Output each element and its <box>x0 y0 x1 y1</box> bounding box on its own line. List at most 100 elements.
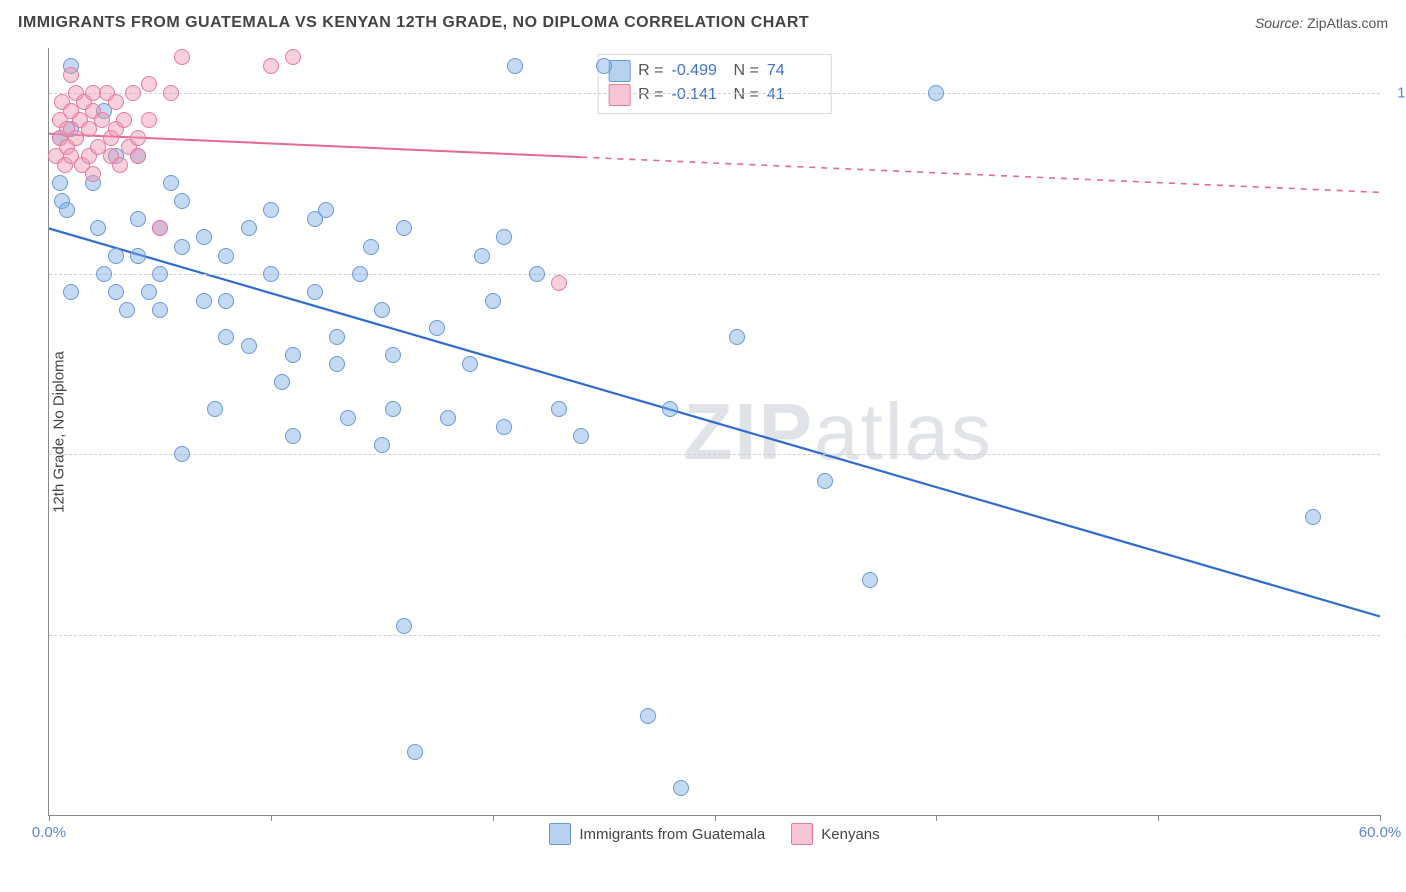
scatter-point-guatemala <box>318 202 334 218</box>
scatter-point-guatemala <box>374 302 390 318</box>
x-tick-label: 60.0% <box>1359 824 1402 841</box>
scatter-point-guatemala <box>108 248 124 264</box>
scatter-point-guatemala <box>363 239 379 255</box>
scatter-point-guatemala <box>59 202 75 218</box>
scatter-point-guatemala <box>90 220 106 236</box>
scatter-point-guatemala <box>640 708 656 724</box>
scatter-point-guatemala <box>928 85 944 101</box>
gridline <box>49 274 1380 275</box>
watermark-bold: ZIP <box>684 387 814 476</box>
legend-label: Kenyans <box>821 826 879 843</box>
stat-n-label: N = <box>734 59 759 83</box>
scatter-point-kenyans <box>551 275 567 291</box>
scatter-point-guatemala <box>529 266 545 282</box>
y-tick-label: 100.0% <box>1388 85 1406 102</box>
scatter-point-guatemala <box>385 347 401 363</box>
scatter-point-kenyans <box>174 49 190 65</box>
scatter-point-guatemala <box>662 401 678 417</box>
scatter-point-kenyans <box>130 130 146 146</box>
scatter-point-guatemala <box>152 266 168 282</box>
scatter-point-guatemala <box>96 266 112 282</box>
scatter-point-guatemala <box>407 744 423 760</box>
scatter-point-guatemala <box>329 329 345 345</box>
scatter-point-guatemala <box>374 437 390 453</box>
stat-r-label: R = <box>638 83 663 107</box>
watermark: ZIPatlas <box>684 386 993 478</box>
scatter-point-guatemala <box>352 266 368 282</box>
scatter-point-kenyans <box>125 85 141 101</box>
scatter-point-guatemala <box>429 320 445 336</box>
swatch-blue <box>549 823 571 845</box>
stats-row-kenyans: R = -0.141 N = 41 <box>608 83 821 107</box>
x-tick <box>1380 815 1381 821</box>
scatter-point-guatemala <box>218 248 234 264</box>
scatter-point-guatemala <box>152 302 168 318</box>
scatter-point-guatemala <box>1305 509 1321 525</box>
scatter-point-guatemala <box>385 401 401 417</box>
scatter-point-guatemala <box>496 419 512 435</box>
scatter-point-kenyans <box>285 49 301 65</box>
scatter-point-guatemala <box>862 572 878 588</box>
swatch-pink <box>608 84 630 106</box>
swatch-pink <box>791 823 813 845</box>
x-tick <box>936 815 937 821</box>
scatter-point-guatemala <box>241 220 257 236</box>
scatter-point-kenyans <box>152 220 168 236</box>
x-tick <box>271 815 272 821</box>
scatter-point-guatemala <box>307 284 323 300</box>
scatter-point-guatemala <box>496 229 512 245</box>
scatter-point-guatemala <box>52 175 68 191</box>
scatter-point-guatemala <box>207 401 223 417</box>
watermark-light: atlas <box>814 387 993 476</box>
source-name: ZipAtlas.com <box>1307 15 1388 31</box>
scatter-point-kenyans <box>141 76 157 92</box>
scatter-point-guatemala <box>485 293 501 309</box>
regression-overlay <box>49 48 1380 815</box>
y-tick-label: 60.0% <box>1388 446 1406 463</box>
scatter-point-kenyans <box>63 67 79 83</box>
stat-n-value: 74 <box>767 59 821 83</box>
scatter-point-guatemala <box>263 266 279 282</box>
scatter-point-guatemala <box>285 428 301 444</box>
stat-n-label: N = <box>734 83 759 107</box>
scatter-point-guatemala <box>274 374 290 390</box>
gridline <box>49 454 1380 455</box>
scatter-point-guatemala <box>462 356 478 372</box>
chart-title: IMMIGRANTS FROM GUATEMALA VS KENYAN 12TH… <box>18 14 809 32</box>
legend-label: Immigrants from Guatemala <box>579 826 765 843</box>
scatter-point-guatemala <box>163 175 179 191</box>
x-tick <box>493 815 494 821</box>
legend-item-guatemala: Immigrants from Guatemala <box>549 823 765 845</box>
scatter-point-guatemala <box>474 248 490 264</box>
x-tick <box>49 815 50 821</box>
gridline <box>49 93 1380 94</box>
x-tick <box>1158 815 1159 821</box>
scatter-point-kenyans <box>108 94 124 110</box>
scatter-point-guatemala <box>329 356 345 372</box>
scatter-point-guatemala <box>108 284 124 300</box>
scatter-point-guatemala <box>596 58 612 74</box>
scatter-point-kenyans <box>163 85 179 101</box>
bottom-legend: Immigrants from Guatemala Kenyans <box>49 823 1380 845</box>
scatter-point-guatemala <box>196 229 212 245</box>
scatter-point-guatemala <box>340 410 356 426</box>
scatter-point-guatemala <box>551 401 567 417</box>
scatter-point-guatemala <box>218 293 234 309</box>
scatter-point-guatemala <box>573 428 589 444</box>
scatter-point-kenyans <box>112 157 128 173</box>
scatter-point-kenyans <box>263 58 279 74</box>
scatter-point-guatemala <box>218 329 234 345</box>
y-tick-label: 40.0% <box>1388 626 1406 643</box>
scatter-point-guatemala <box>196 293 212 309</box>
x-tick <box>715 815 716 821</box>
scatter-point-guatemala <box>241 338 257 354</box>
scatter-point-guatemala <box>285 347 301 363</box>
scatter-point-kenyans <box>116 112 132 128</box>
scatter-point-guatemala <box>141 284 157 300</box>
stats-row-guatemala: R = -0.499 N = 74 <box>608 59 821 83</box>
scatter-point-guatemala <box>507 58 523 74</box>
gridline <box>49 635 1380 636</box>
scatter-plot: 12th Grade, No Diploma ZIPatlas R = -0.4… <box>48 48 1380 816</box>
scatter-point-guatemala <box>119 302 135 318</box>
scatter-point-guatemala <box>729 329 745 345</box>
